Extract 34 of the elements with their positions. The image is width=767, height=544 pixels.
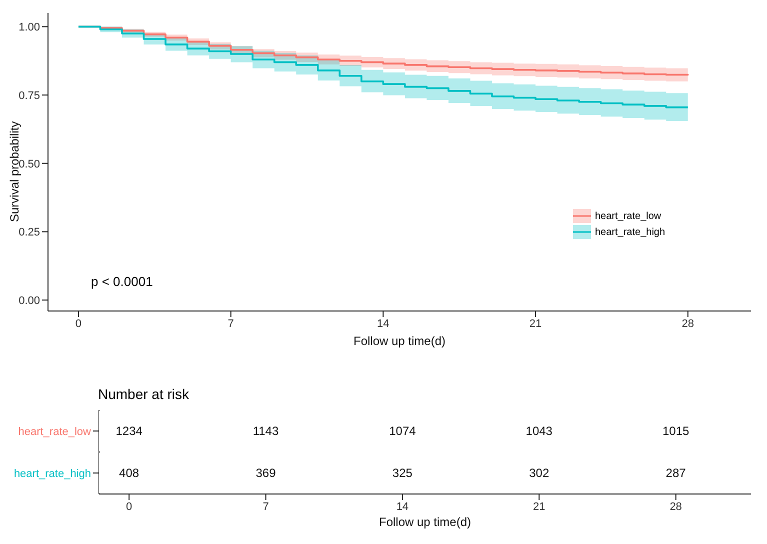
data-label: 1143 [252, 424, 279, 438]
data-label: 1015 [662, 424, 690, 438]
y-axis-title: Survival probability [7, 121, 22, 222]
data-label: 1074 [389, 424, 416, 438]
chart-title: Number at risk [98, 386, 190, 402]
x-tick-label: 0 [75, 318, 82, 330]
x-tick-label: 28 [670, 500, 682, 513]
y-tick-label: 0.50 [18, 158, 40, 170]
x-axis-title: Follow up time(d) [378, 515, 472, 529]
x-axis-title: Follow up time(d) [353, 334, 446, 348]
x-tick-label: 0 [126, 500, 132, 513]
annotation: p < 0.0001 [91, 274, 153, 289]
y-tick-label: 0.25 [18, 226, 40, 239]
x-tick-label: 7 [262, 500, 269, 513]
data-label: 1234 [116, 424, 143, 438]
x-tick-label: 14 [377, 318, 390, 330]
x-tick-label: 21 [529, 318, 542, 330]
y-tick-label: 0.00 [18, 294, 40, 307]
data-label: 302 [529, 466, 550, 480]
data-label: 369 [256, 466, 276, 480]
x-tick-label: 7 [228, 318, 234, 330]
y-tick-label: 1.00 [18, 22, 40, 34]
x-tick-label: 14 [396, 500, 409, 513]
data-label: 287 [666, 466, 686, 480]
legend-label: heart_rate_low [595, 210, 662, 222]
x-tick-label: 21 [533, 500, 546, 513]
data-label: 408 [119, 466, 140, 480]
data-label: 1043 [526, 424, 553, 438]
y-tick-label: heart_rate_high [14, 468, 91, 480]
legend-label: heart_rate_high [595, 226, 666, 238]
y-tick-label: heart_rate_low [18, 426, 92, 438]
data-label: 325 [392, 466, 413, 480]
y-tick-label: 0.75 [18, 90, 40, 102]
x-tick-label: 28 [682, 318, 694, 330]
